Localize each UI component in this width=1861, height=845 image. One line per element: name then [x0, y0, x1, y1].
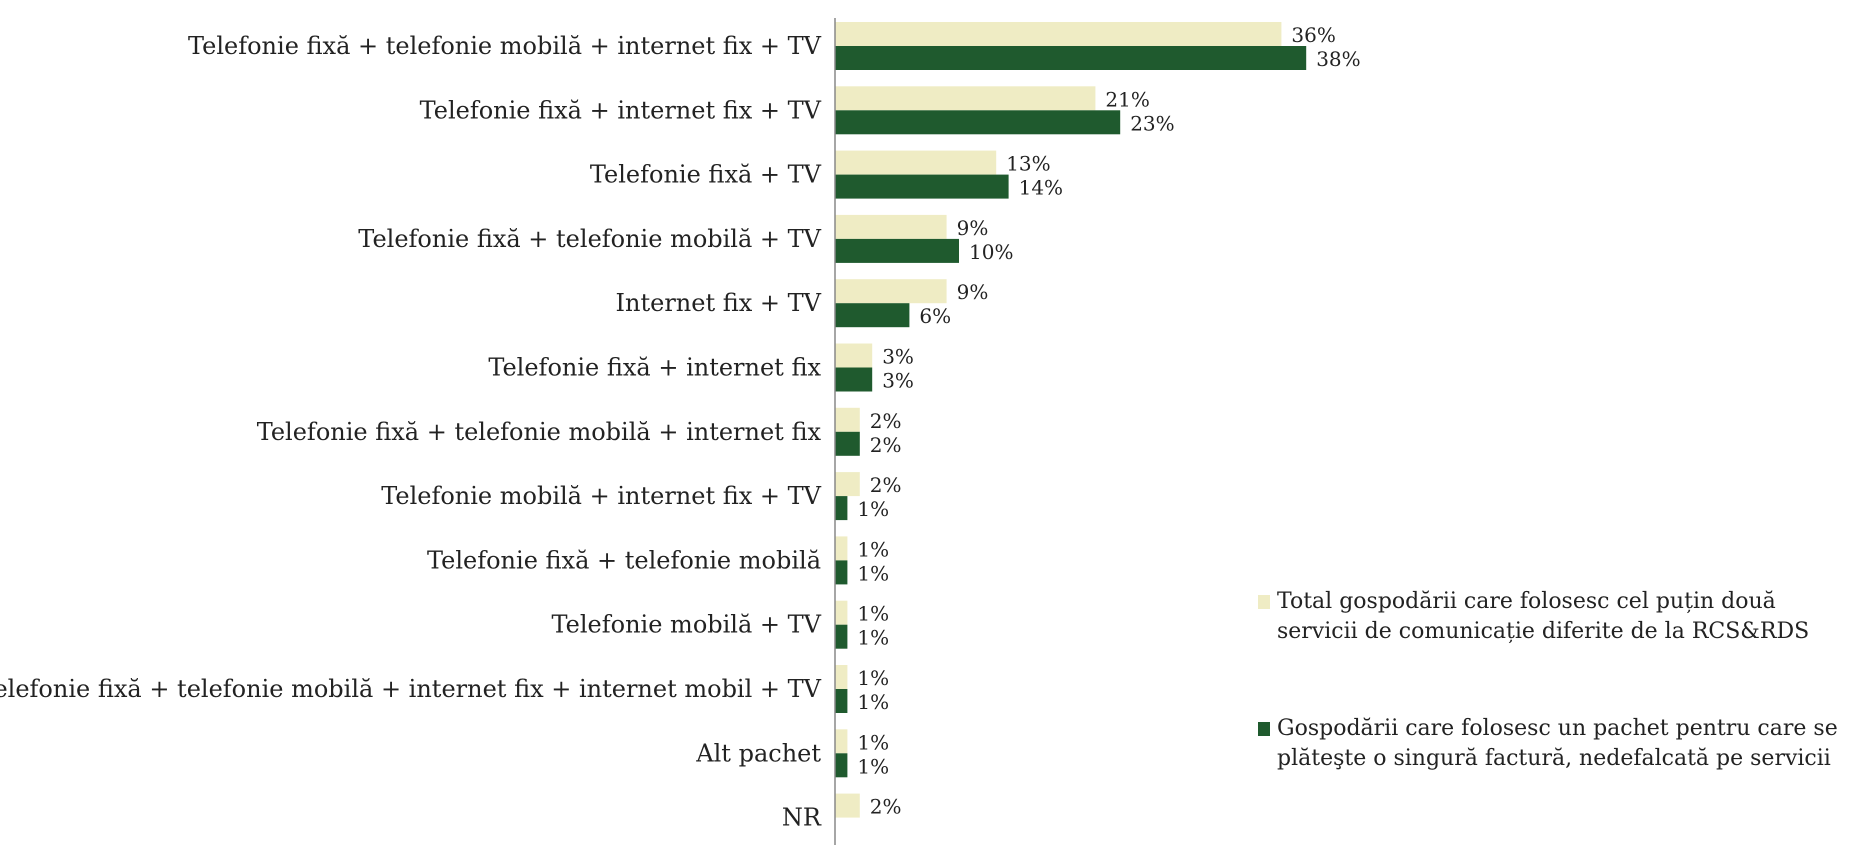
value-label-single-invoice: 2% — [870, 433, 902, 457]
bar-single-invoice — [835, 431, 860, 456]
category-label: Alt pachet — [695, 739, 821, 767]
labels-group: Telefonie fixă + telefonie mobilă + inte… — [0, 23, 1361, 832]
bar-single-invoice — [835, 496, 848, 521]
bar-total — [835, 793, 860, 818]
legend-item-total: Total gospodării care folosesc cel puțin… — [1258, 587, 1858, 647]
bar-total — [835, 536, 848, 561]
legend-label-total: Total gospodării care folosesc cel puțin… — [1277, 589, 1810, 644]
value-label-single-invoice: 3% — [882, 369, 914, 393]
bar-single-invoice — [835, 303, 910, 328]
bar-total — [835, 600, 848, 625]
category-label: Internet fix + TV — [616, 289, 822, 317]
value-label-total: 3% — [882, 345, 914, 369]
value-label-total: 2% — [870, 409, 902, 433]
bar-single-invoice — [835, 560, 848, 585]
bar-single-invoice — [835, 46, 1307, 70]
category-label: Telefonie fixă + telefonie mobilă + inte… — [0, 675, 822, 703]
category-label: Telefonie fixă + telefonie mobilă + TV — [358, 225, 821, 253]
value-label-total: 1% — [857, 666, 889, 690]
bar-single-invoice — [835, 689, 848, 713]
category-label: Telefonie fixă + telefonie mobilă + inte… — [257, 418, 822, 446]
legend-swatch-total — [1258, 595, 1270, 609]
bar-single-invoice — [835, 238, 959, 263]
bar-total — [835, 22, 1282, 46]
category-label: Telefonie fixă + telefonie mobilă — [427, 546, 821, 574]
value-label-single-invoice: 10% — [969, 240, 1013, 264]
bar-total — [835, 279, 947, 304]
value-label-total: 1% — [857, 537, 889, 561]
value-label-single-invoice: 1% — [857, 497, 889, 521]
value-label-total: 9% — [957, 216, 989, 240]
category-label: Telefonie fixă + telefonie mobilă + inte… — [188, 32, 822, 60]
value-label-total: 1% — [857, 730, 889, 754]
bar-total — [835, 86, 1096, 111]
category-label: Telefonie mobilă + internet fix + TV — [381, 482, 821, 510]
value-label-total: 2% — [870, 473, 902, 497]
category-label: Telefonie mobilă + TV — [552, 611, 822, 639]
value-label-total: 1% — [857, 602, 889, 626]
value-label-total: 2% — [870, 795, 902, 819]
value-label-single-invoice: 1% — [857, 561, 889, 585]
value-label-single-invoice: 1% — [857, 626, 889, 650]
bar-single-invoice — [835, 110, 1121, 135]
value-label-total: 21% — [1105, 87, 1149, 111]
bar-single-invoice — [835, 753, 848, 778]
bars-group — [835, 22, 1307, 818]
value-label-total: 9% — [957, 280, 989, 304]
bar-total — [835, 472, 860, 497]
category-label: Telefonie fixă + internet fix + TV — [420, 96, 822, 124]
value-label-total: 13% — [1006, 152, 1050, 176]
bar-total — [835, 150, 997, 175]
legend-label-single-invoice: Gospodării care folosesc un pachet pentr… — [1277, 716, 1838, 771]
bar-single-invoice — [835, 174, 1009, 199]
value-label-single-invoice: 6% — [919, 304, 951, 328]
bar-single-invoice — [835, 624, 848, 649]
legend-item-single-invoice: Gospodării care folosesc un pachet pentr… — [1258, 714, 1858, 774]
category-label: Telefonie fixă + TV — [590, 161, 822, 189]
bar-total — [835, 343, 873, 368]
value-label-total: 36% — [1291, 23, 1335, 47]
value-label-single-invoice: 1% — [857, 690, 889, 714]
value-label-single-invoice: 38% — [1316, 47, 1360, 71]
bar-total — [835, 729, 848, 754]
category-label: Telefonie fixă + internet fix — [488, 354, 821, 382]
bar-total — [835, 665, 848, 689]
category-label: NR — [782, 804, 822, 832]
legend-swatch-single-invoice — [1258, 722, 1270, 736]
value-label-single-invoice: 23% — [1130, 111, 1174, 135]
value-label-single-invoice: 14% — [1019, 176, 1063, 200]
bar-total — [835, 214, 947, 239]
bar-total — [835, 407, 860, 432]
bar-single-invoice — [835, 367, 873, 392]
value-label-single-invoice: 1% — [857, 754, 889, 778]
